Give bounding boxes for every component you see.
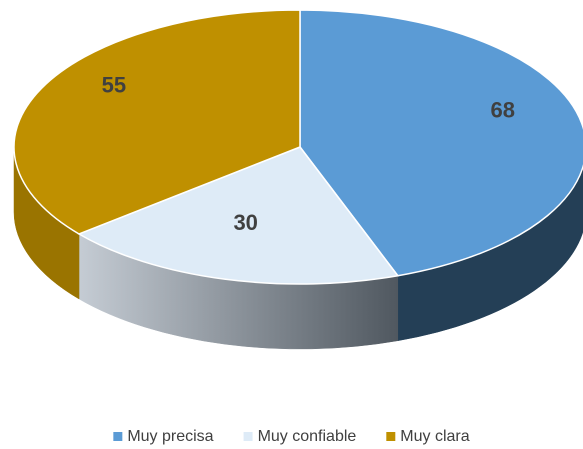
data-label: 55: [102, 73, 126, 98]
slice: [299, 9, 583, 277]
slice: [77, 146, 400, 285]
data-label: 68: [491, 98, 515, 123]
legend-swatch: [386, 432, 396, 441]
legend-label: Muy precisa: [127, 428, 213, 445]
legend-swatch: [113, 432, 123, 441]
data-label: 30: [233, 210, 257, 235]
slice: [13, 9, 301, 235]
legend-label: Muy clara: [400, 428, 469, 445]
legend-swatch: [243, 432, 253, 441]
legend-label: Muy confiable: [258, 428, 357, 445]
